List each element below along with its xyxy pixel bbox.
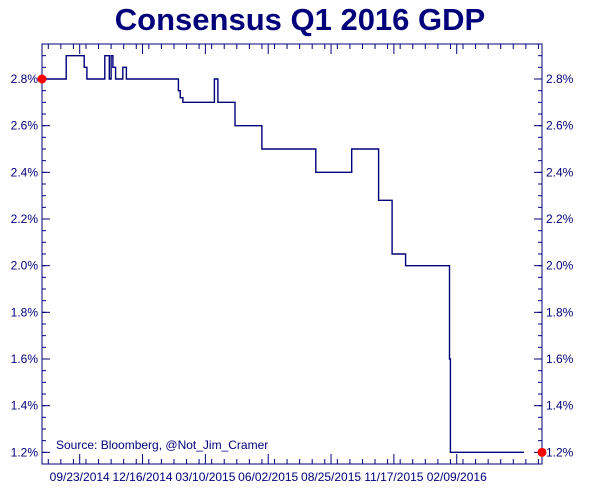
y-axis-right: 1.2% 1.4% 1.6% 1.8% 2.0% 2.2% 2.4% 2.6% 2.8% [534,72,574,459]
x-axis: 09/23/2014 12/16/2014 03/10/2015 06/02/2015… [50,44,487,484]
highlight-point [37,74,47,84]
x-tick-label: 11/17/2015 [364,470,423,484]
y-tick-label-left: 2.4% [11,165,39,179]
y-tick-label-right: 2.2% [546,212,574,226]
y-tick-label-left: 2.0% [11,259,39,273]
x-tick-label: 08/25/2015 [301,470,361,484]
y-tick-label-left: 2.8% [11,72,39,86]
y-tick-label-right: 1.2% [546,445,574,459]
source-note: Source: Bloomberg, @Not_Jim_Cramer [56,438,268,452]
y-tick-label-left: 1.4% [11,399,39,413]
y-tick-label-right: 2.4% [546,165,574,179]
y-tick-label-left: 2.6% [11,119,39,133]
x-tick-label: 03/10/2015 [175,470,235,484]
y-tick-label-left: 1.8% [11,305,39,319]
y-tick-label-left: 2.2% [11,212,39,226]
y-tick-label-right: 1.8% [546,305,574,319]
plot-frame [41,43,543,465]
y-axis-left: 1.2% 1.4% 1.6% 1.8% 2.0% 2.2% 2.4% 2.6% 2.8% [11,72,50,459]
chart-title: Consensus Q1 2016 GDP [115,2,485,37]
minor-ticks [42,44,542,464]
x-tick-label: 12/16/2014 [113,470,173,484]
y-tick-label-right: 2.8% [546,72,574,86]
y-tick-label-right: 2.0% [546,259,574,273]
highlight-point [537,447,547,457]
highlighted-points [37,74,547,457]
x-tick-label: 06/02/2015 [238,470,298,484]
y-tick-label-right: 2.6% [546,119,574,133]
y-tick-label-right: 1.4% [546,399,574,413]
y-tick-label-left: 1.6% [11,352,39,366]
series-line [42,55,524,453]
y-tick-label-right: 1.6% [546,352,574,366]
x-tick-label: 02/09/2016 [427,470,487,484]
y-tick-label-left: 1.2% [11,445,39,459]
x-tick-label: 09/23/2014 [50,470,110,484]
